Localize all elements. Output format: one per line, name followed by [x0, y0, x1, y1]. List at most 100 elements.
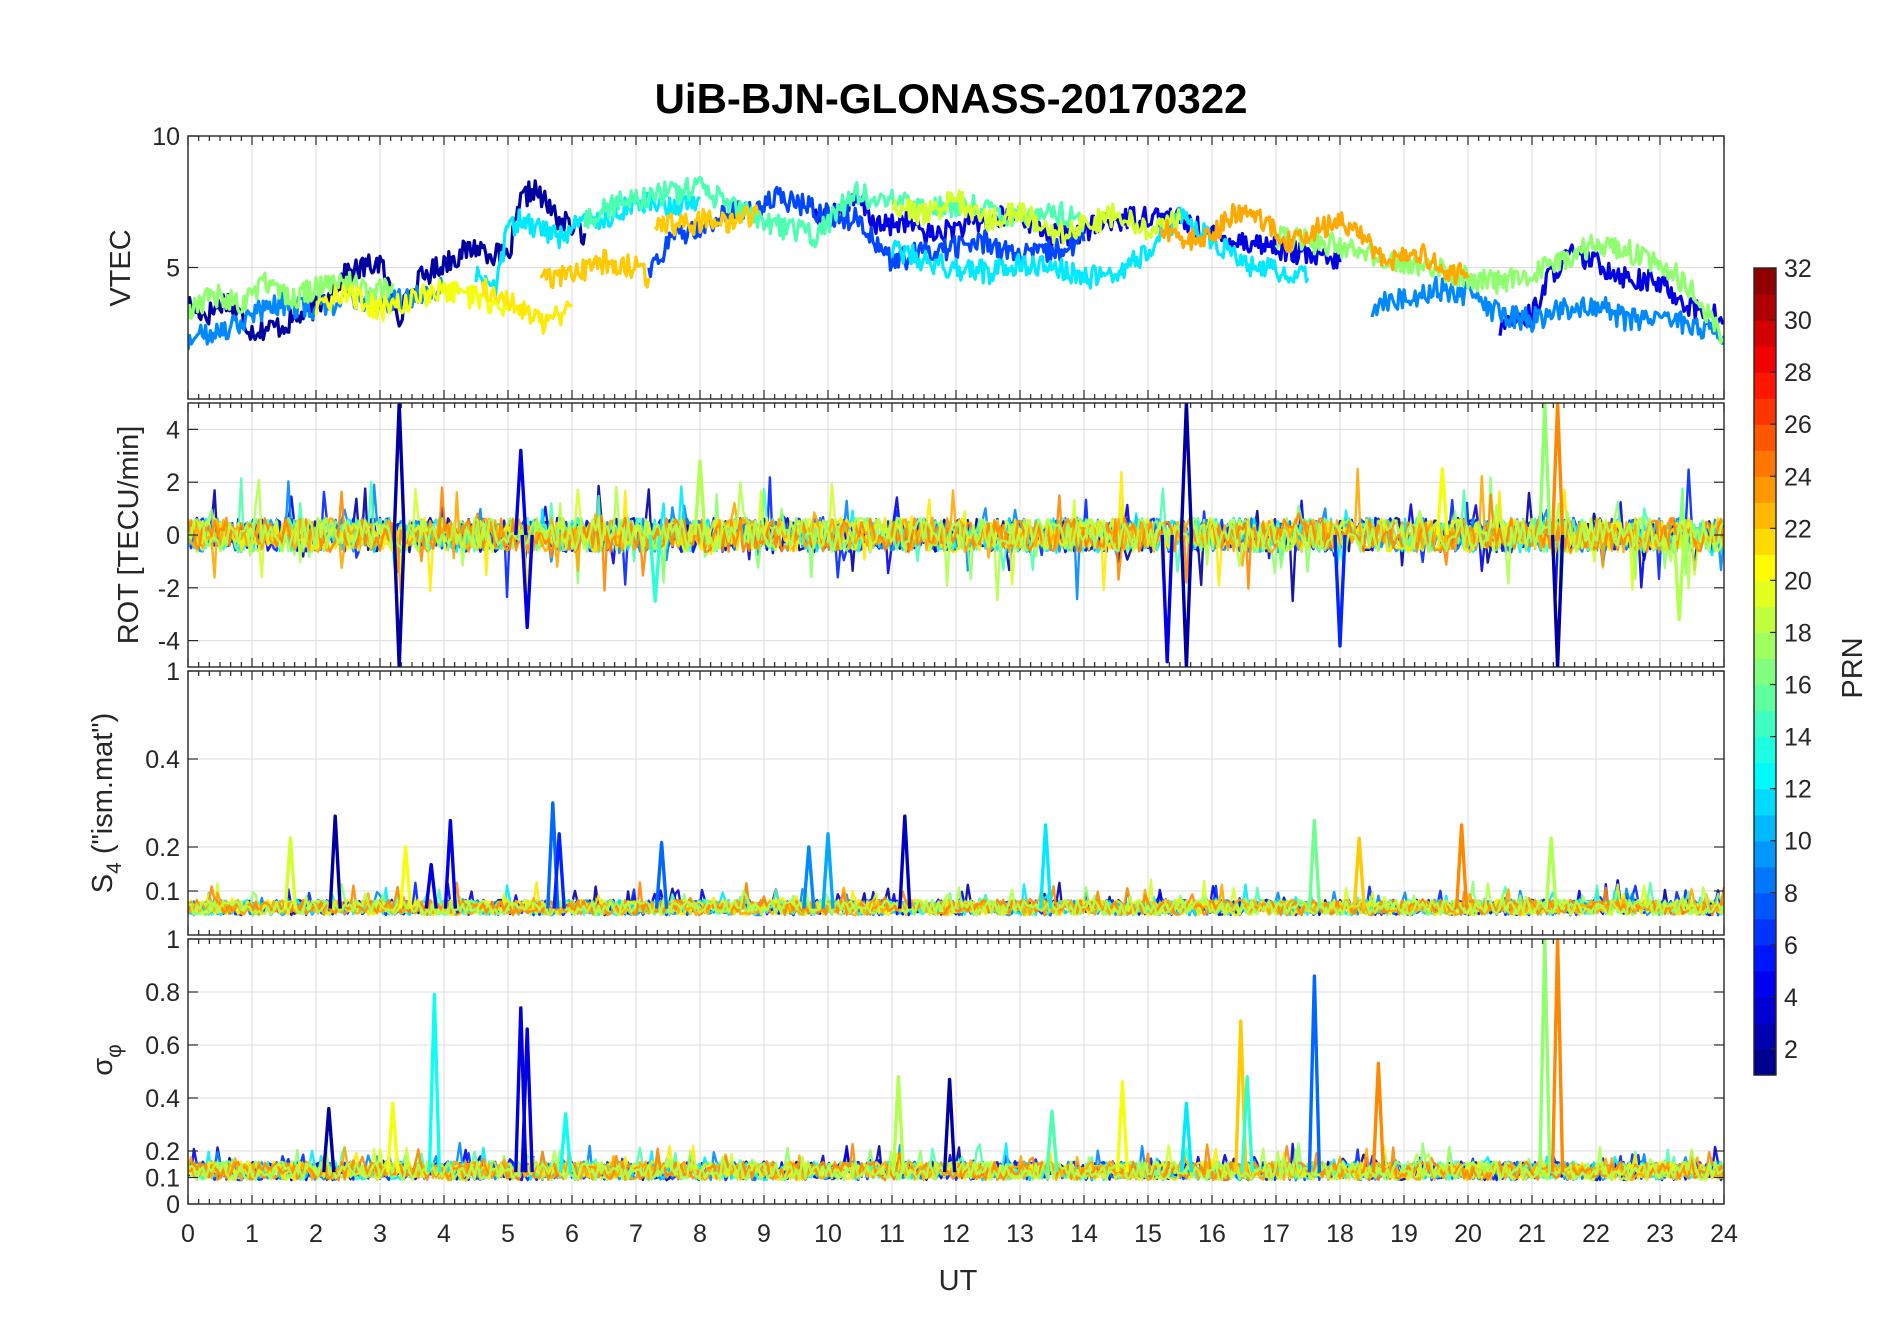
x-axis-ticks: 0 1 2 3 4 5 6 7 8 9 10 11 12 13 14 15 16 17 18 19 20 21 22 23 24 — [181, 1220, 1738, 1248]
rot-spike-prn-18 — [1672, 534, 1686, 622]
colorbar-segment — [1754, 970, 1776, 998]
colorbar-tick-label: 32 — [1784, 255, 1812, 283]
vtec-y-axis-label: VTEC — [105, 229, 137, 306]
sigma-spike-prn-24 — [1550, 939, 1565, 1173]
rot-spike-prn-17 — [1538, 403, 1552, 536]
x-tick-label: 14 — [1070, 1220, 1098, 1248]
x-tick-label: 11 — [879, 1220, 905, 1248]
vtec-series-prn-20 — [314, 278, 510, 322]
colorbar-tick-label: 8 — [1784, 880, 1798, 908]
rot-spike-prn-4 — [1160, 534, 1174, 664]
colorbar-segment — [1754, 424, 1776, 451]
sigma-y-axis-label: σφ — [87, 1044, 126, 1076]
colorbar-segment — [1754, 502, 1776, 529]
colorbar-tick-label: 18 — [1784, 619, 1812, 647]
x-tick-label: 1 — [245, 1220, 259, 1248]
rot-y-tick-label: 0 — [166, 522, 180, 550]
colorbar-segment — [1754, 814, 1776, 842]
sigma-data — [188, 939, 1724, 1182]
colorbar-segment — [1754, 606, 1776, 634]
rot-spike-prn-14 — [648, 534, 662, 603]
sigma-spike-prn-2 — [322, 1106, 336, 1173]
colorbar-tick-label: 26 — [1784, 411, 1812, 439]
s4-y-axis-label: S4 ("ism.mat") — [87, 713, 126, 894]
s4-spike-prn-22 — [1352, 836, 1366, 909]
colorbar-segment — [1754, 372, 1776, 399]
colorbar-segment — [1754, 554, 1776, 581]
colorbar-segment — [1754, 684, 1776, 712]
rot-spike-prn-6 — [1333, 534, 1347, 648]
sigma-spike-prn-20 — [386, 1101, 400, 1173]
colorbar-segment — [1754, 268, 1776, 295]
x-tick-label: 4 — [437, 1220, 451, 1248]
colorbar-segment — [1754, 762, 1776, 790]
s4-spike-prn-20 — [398, 845, 413, 909]
rot-spike-prn-4 — [514, 448, 528, 536]
colorbar-segment — [1754, 528, 1776, 555]
rot-y-tick-label: 2 — [166, 469, 180, 497]
colorbar-tick-label: 4 — [1784, 984, 1798, 1012]
s4-spike-prn-18 — [1544, 836, 1558, 909]
s4-y-tick-label: 1 — [166, 658, 180, 686]
x-tick-label: 7 — [629, 1220, 643, 1248]
colorbar-segment — [1754, 320, 1776, 347]
rot-panel: -4 -2 0 2 4 ROT [TECU/min] — [113, 402, 1725, 668]
sigma-spike-prn-24 — [1371, 1061, 1386, 1173]
rot-spike-prn-2 — [1179, 534, 1194, 667]
rot-trace-prn-18 — [188, 478, 1724, 602]
colorbar-segment — [1754, 1048, 1776, 1076]
x-tick-label: 3 — [373, 1220, 387, 1248]
colorbar-segment — [1754, 996, 1776, 1024]
colorbar-segment — [1754, 398, 1776, 425]
s4-spike-prn-24 — [1454, 823, 1469, 909]
x-tick-label: 0 — [181, 1220, 195, 1248]
x-tick-label: 24 — [1710, 1220, 1738, 1248]
rot-spike-prn-20 — [1435, 467, 1450, 536]
colorbar-segment — [1754, 450, 1776, 477]
colorbar-tick-label: 30 — [1784, 307, 1812, 335]
x-tick-label: 18 — [1326, 1220, 1354, 1248]
s4-spike-prn-8 — [654, 840, 669, 909]
colorbar-segment — [1754, 788, 1776, 816]
vtec-series-prn-12 — [890, 206, 1310, 290]
x-tick-label: 23 — [1646, 1220, 1674, 1248]
x-tick-label: 22 — [1582, 1220, 1610, 1248]
rot-y-tick-label: -4 — [158, 628, 180, 656]
s4-spike-prn-12 — [1038, 823, 1053, 909]
colorbar-segment — [1754, 944, 1776, 972]
sigma-spike-prn-18 — [891, 1075, 906, 1173]
vtec-y-tick-label: 10 — [152, 123, 180, 151]
colorbar-segment — [1754, 866, 1776, 894]
s4-panel: 0.1 0.2 0.4 1 S4 ("ism.mat") — [87, 658, 1725, 936]
sigma-y-tick-label: 1 — [166, 926, 180, 954]
colorbar-tick-label: 6 — [1784, 932, 1798, 960]
x-tick-label: 10 — [814, 1220, 842, 1248]
s4-spike-prn-4 — [424, 862, 438, 909]
rot-spike-prn-2 — [1550, 534, 1565, 667]
rot-spike-prn-24 — [1550, 403, 1565, 536]
colorbar-segment — [1754, 840, 1776, 868]
x-tick-label: 21 — [1518, 1220, 1546, 1248]
x-axis-label: UT — [939, 1265, 978, 1297]
vtec-panel: 5 10 VTEC — [105, 123, 1725, 400]
sigma-spike-prn-13 — [558, 1112, 573, 1173]
s4-y-tick-label: 0.2 — [145, 834, 180, 862]
colorbar-tick-label: 12 — [1784, 776, 1812, 804]
sigma-y-tick-label: 0.8 — [145, 979, 180, 1007]
rot-spike-prn-2 — [392, 403, 406, 536]
sigma-spike-prn-2 — [942, 1077, 957, 1173]
sigma-spike-prn-15 — [1045, 1109, 1059, 1173]
rot-spike-prn-18 — [693, 459, 707, 536]
sigma-y-tick-label: 0.4 — [145, 1085, 180, 1113]
rot-y-tick-label: -2 — [158, 575, 180, 603]
x-tick-label: 13 — [1006, 1220, 1034, 1248]
colorbar-tick-label: 22 — [1784, 515, 1812, 543]
colorbar-tick-label: 14 — [1784, 724, 1812, 752]
colorbar-segment — [1754, 658, 1776, 686]
colorbar-segment — [1754, 892, 1776, 920]
rot-y-tick-label: 4 — [166, 416, 180, 444]
vtec-data — [188, 175, 1724, 351]
rot-spike-prn-4 — [520, 534, 534, 630]
s4-data — [188, 801, 1724, 917]
